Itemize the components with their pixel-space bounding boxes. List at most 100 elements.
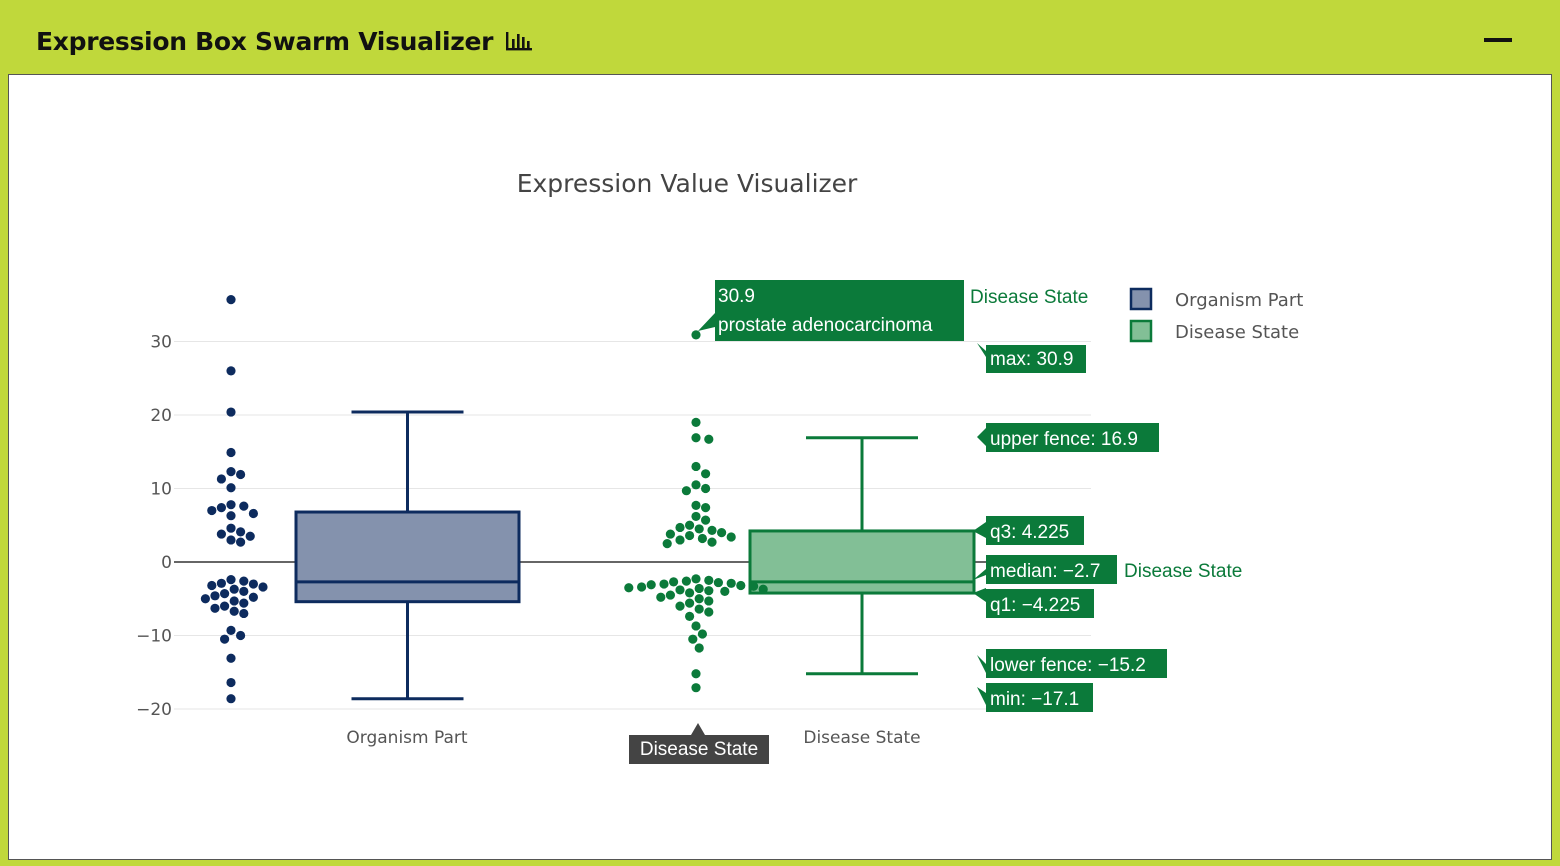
data-point-organism-part [239,608,249,619]
y-tick-label: 10 [150,480,172,500]
hover-label-point: 30.9 prostate adenocarcinoma Disease Sta… [698,280,1088,341]
data-point-organism-part [226,575,236,585]
data-point-organism-part [210,603,220,613]
data-point-disease-state [697,629,708,639]
data-point-organism-part [226,447,236,458]
data-point-organism-part [245,531,255,541]
data-point-organism-part [226,295,236,305]
data-point-disease-state [675,585,685,595]
data-point-disease-state [701,469,711,479]
panel-title-wrap: Expression Box Swarm Visualizer [36,24,533,58]
data-point-organism-part [220,601,230,611]
hover-label-min: min: −17.1 [977,683,1093,712]
y-tick-label: −10 [136,627,172,647]
data-point-disease-state [691,621,701,631]
legend-item-organism-part[interactable]: Organism Part [1129,287,1303,311]
data-point-disease-state [691,417,701,427]
hover-label-q3: q3: 4.225 [973,516,1084,545]
hover-median-series: Disease State [1124,561,1242,582]
data-point-disease-state [704,434,714,444]
hover-point-series: Disease State [970,287,1088,308]
data-point-disease-state [659,579,669,589]
data-point-organism-part [248,592,258,602]
data-point-disease-state [662,539,672,549]
data-point-organism-part [226,466,236,477]
data-point-disease-state [669,577,679,587]
data-point-disease-state [691,683,701,693]
data-point-organism-part [248,508,258,519]
data-point-disease-state [685,611,695,621]
data-point-disease-state [665,590,676,600]
data-point-organism-part [226,653,236,663]
data-point-organism-part [216,503,226,513]
panel-header: Expression Box Swarm Visualizer [0,0,1560,76]
data-point-disease-state [694,604,704,614]
data-point-disease-state [697,533,708,544]
hover-q3: q3: 4.225 [990,522,1069,543]
data-point-disease-state [691,433,701,443]
data-point-organism-part [236,469,246,480]
data-point-organism-part [226,625,236,635]
data-point-disease-state [694,583,704,594]
data-point-disease-state [691,574,701,584]
data-point-disease-state [675,522,685,533]
data-point-disease-state [646,580,656,590]
data-point-organism-part [220,589,230,599]
y-tick-label: 0 [161,553,172,573]
data-point-disease-state [694,594,704,604]
data-point-organism-part [226,483,236,493]
box-disease-state [748,436,976,676]
data-point-organism-part [200,594,210,604]
data-point-organism-part [226,677,236,688]
data-point-disease-state [758,584,768,594]
data-point-disease-state [726,578,736,588]
data-point-disease-state [701,503,711,513]
data-point-disease-state [701,515,711,525]
data-point-organism-part [229,584,239,594]
data-point-organism-part [236,537,246,547]
data-point-organism-part [216,578,226,588]
y-tick-label: −20 [136,700,172,720]
y-tick-label: 30 [150,333,172,353]
data-point-organism-part [258,582,268,592]
data-point-organism-part [207,505,217,516]
data-point-organism-part [239,598,249,608]
hover-point-value: 30.9 [718,286,755,307]
hover-median: median: −2.7 [990,561,1100,582]
data-point-organism-part [248,579,258,589]
data-point-organism-part [239,576,249,586]
hover-label-lower-fence: lower fence: −15.2 [977,649,1167,678]
expression-plot[interactable]: Expression Value Visualizer 30 20 10 0 −10 −2… [9,75,1551,859]
hover-label-point-bg [698,280,964,341]
collapse-button[interactable] [1478,26,1518,54]
data-point-disease-state [685,598,695,608]
bar-chart-icon [506,32,533,51]
hover-min: min: −17.1 [990,689,1079,710]
data-point-organism-part [226,694,236,704]
data-point-organism-part [229,596,239,606]
data-point-organism-part [216,529,226,539]
data-point-disease-state [707,537,717,547]
hover-label-upper-fence: upper fence: 16.9 [977,423,1159,452]
data-point-disease-state [675,601,685,611]
data-point-disease-state [704,575,714,585]
data-point-organism-part [220,634,230,644]
legend-label-disease-state: Disease State [1175,322,1299,343]
data-point-organism-part [239,586,249,596]
data-point-disease-state [694,524,704,534]
hover-max: max: 30.9 [990,349,1073,370]
data-point-organism-part [226,511,236,521]
data-point-organism-part [226,500,236,510]
data-point-disease-state [637,582,647,592]
hover-label-q1: q1: −4.225 [973,588,1094,618]
minus-icon [1484,38,1512,42]
x-tick-disease-state: Disease State [803,728,920,748]
data-point-disease-state [675,535,685,545]
data-point-disease-state [656,592,666,602]
legend-label-organism-part: Organism Part [1175,290,1303,311]
data-point-organism-part [226,523,236,533]
legend-item-disease-state[interactable]: Disease State [1129,319,1299,343]
box-organism-part [294,410,521,701]
data-point-disease-state [665,529,676,539]
hover-upper-fence: upper fence: 16.9 [990,429,1138,450]
